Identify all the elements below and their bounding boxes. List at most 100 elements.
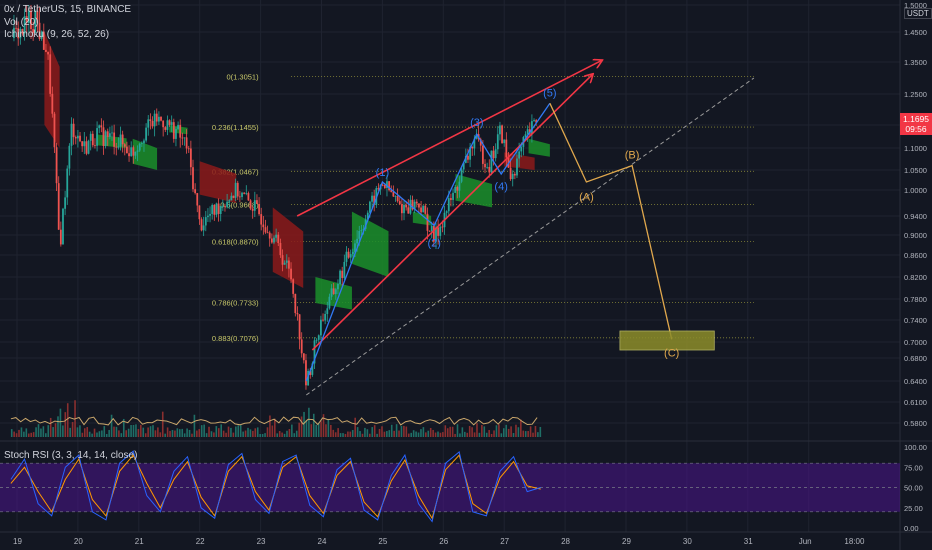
candle-body xyxy=(247,193,250,201)
candle-body xyxy=(409,199,412,214)
time-tick-label: 22 xyxy=(196,537,205,546)
volume-bar xyxy=(534,426,537,437)
volume-bar xyxy=(47,425,50,437)
candle-body xyxy=(496,134,499,150)
candle-body xyxy=(413,201,416,210)
wave-label: (2) xyxy=(427,238,440,250)
candle-body xyxy=(130,147,133,157)
candle-body xyxy=(270,238,273,243)
candle-body xyxy=(400,204,403,214)
candle-body xyxy=(305,360,307,386)
candle-body xyxy=(34,10,37,33)
candle-body xyxy=(435,227,437,242)
time-tick-label: 28 xyxy=(561,537,570,546)
candle-body xyxy=(394,196,397,198)
ichimoku-cloud xyxy=(528,138,550,157)
volume-bar xyxy=(432,429,434,437)
candle-body xyxy=(72,123,75,138)
candle-body xyxy=(501,125,503,144)
volume-bar xyxy=(386,431,388,437)
volume-bar xyxy=(118,430,120,437)
wave-label: (A) xyxy=(579,192,594,204)
volume-bar xyxy=(249,429,252,437)
fib-level-label: 0.382(1.0467) xyxy=(212,167,259,176)
stoch-tick-label: 0.00 xyxy=(904,524,919,533)
volume-bar xyxy=(339,433,342,437)
volume-bar xyxy=(322,414,325,437)
volume-bar xyxy=(215,426,218,437)
candle-body xyxy=(21,28,24,34)
candle-body xyxy=(452,192,454,200)
candle-body xyxy=(509,167,512,180)
candle-body xyxy=(264,227,267,233)
candle-body xyxy=(313,340,316,364)
volume-bar xyxy=(18,429,20,437)
candle-body xyxy=(288,260,290,269)
candle-body xyxy=(157,116,160,122)
candle-body xyxy=(366,212,369,220)
candle-body xyxy=(415,201,418,204)
volume-bar xyxy=(400,425,403,437)
volume-bar xyxy=(351,430,354,437)
volume-bar xyxy=(393,430,395,437)
candle-body xyxy=(424,205,427,214)
volume-bar xyxy=(439,432,442,437)
time-tick-label: 21 xyxy=(135,537,144,546)
volume-bar xyxy=(256,427,259,437)
fib-level-label: 0.786(0.7733) xyxy=(212,299,259,308)
candle-body xyxy=(108,133,111,137)
candle-body xyxy=(422,205,425,213)
candle-body xyxy=(341,270,344,278)
volume-bar xyxy=(169,430,171,437)
candle-body xyxy=(524,134,527,138)
volume-bar xyxy=(196,430,198,437)
volume-bar xyxy=(264,433,266,437)
volume-ma-line xyxy=(10,416,538,426)
price-tick-label: 1.2500 xyxy=(904,90,927,99)
candle-body xyxy=(398,201,401,205)
volume-bar xyxy=(342,433,344,437)
volume-bar xyxy=(305,419,308,437)
volume-bar xyxy=(493,430,495,437)
volume-bar xyxy=(174,430,176,437)
candle-body xyxy=(32,29,35,33)
candle-body xyxy=(516,158,518,176)
candle-body xyxy=(471,147,474,149)
fib-level-label: 0.618(0.8870) xyxy=(212,238,259,247)
volume-bar xyxy=(347,431,349,437)
candle-body xyxy=(47,51,49,55)
volume-bar xyxy=(300,416,303,437)
volume-bar xyxy=(364,427,366,437)
candle-body xyxy=(238,196,241,198)
volume-bar xyxy=(205,433,208,437)
volume-bar xyxy=(210,431,213,437)
candle-body xyxy=(334,289,337,295)
time-tick-label: 29 xyxy=(622,537,631,546)
volume-bar xyxy=(79,425,81,437)
candle-body xyxy=(23,16,26,34)
candle-body xyxy=(151,120,154,127)
stoch-tick-label: 25.00 xyxy=(904,504,923,513)
volume-bar xyxy=(325,424,327,437)
candle-body xyxy=(77,135,79,139)
candle-body xyxy=(405,204,408,208)
volume-bar xyxy=(529,426,532,437)
candle-body xyxy=(347,251,350,258)
volume-bar xyxy=(354,417,356,437)
volume-bar xyxy=(35,427,37,437)
volume-bar xyxy=(69,427,71,437)
candle-body xyxy=(68,145,71,169)
candle-body xyxy=(243,192,246,194)
volume-bar xyxy=(417,432,420,437)
candle-body xyxy=(98,125,101,129)
volume-bar xyxy=(230,427,232,437)
volume-bar xyxy=(502,428,505,437)
volume-bar xyxy=(412,430,415,437)
volume-bar xyxy=(269,415,271,437)
candle-body xyxy=(371,195,373,202)
volume-bar xyxy=(291,424,293,437)
price-tick-label: 0.9400 xyxy=(904,212,927,221)
volume-bar xyxy=(276,433,279,437)
volume-bar xyxy=(57,416,59,437)
